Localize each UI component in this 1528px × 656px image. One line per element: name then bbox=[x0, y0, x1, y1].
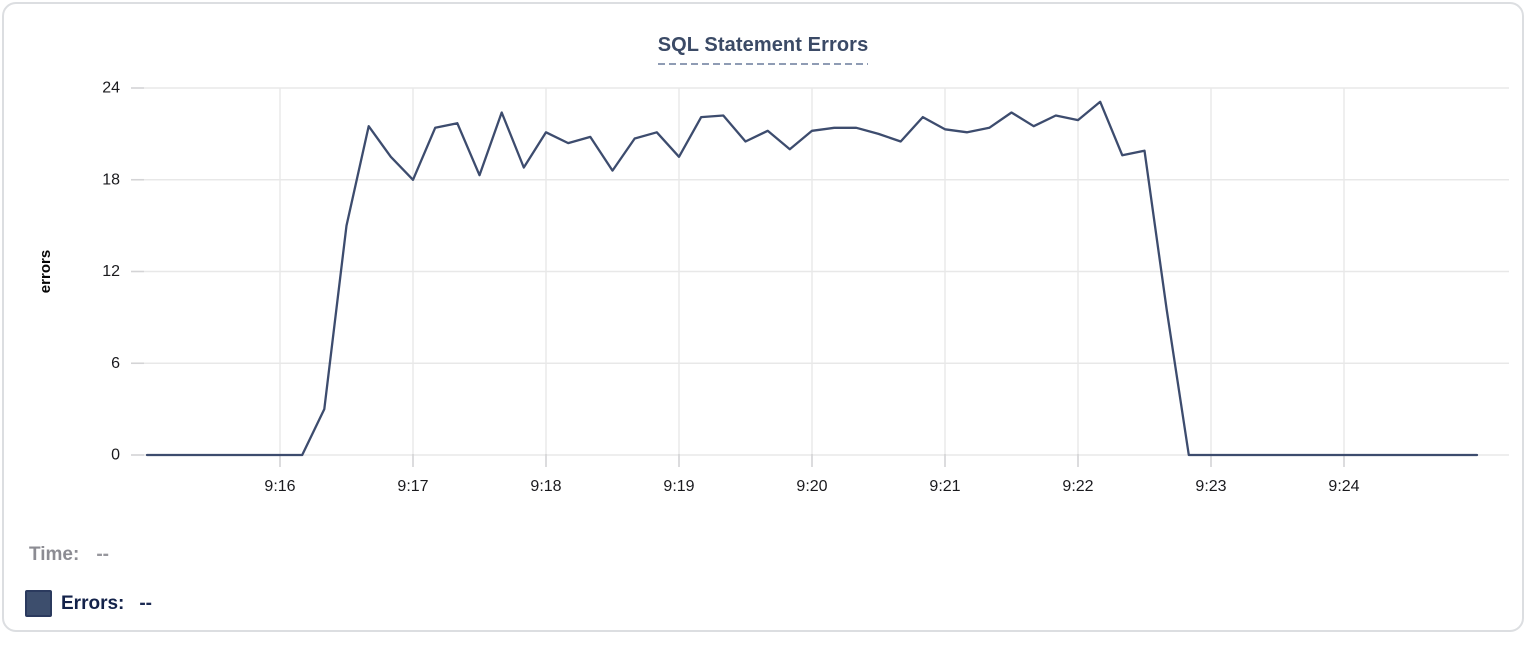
y-tick-label: 24 bbox=[102, 80, 120, 97]
legend-errors-row[interactable]: Errors: -- bbox=[25, 590, 152, 617]
x-tick-label: 9:22 bbox=[1062, 478, 1093, 495]
hover-errors-value: -- bbox=[139, 592, 153, 614]
x-tick-label: 9:23 bbox=[1195, 478, 1226, 495]
chart-header: SQL Statement Errors bbox=[4, 34, 1522, 65]
x-tick-label: 9:19 bbox=[663, 478, 694, 495]
x-tick-label: 9:20 bbox=[796, 478, 827, 495]
chart-card: SQL Statement Errors 0 6 12 18 24 9:16 9:17 9:1… bbox=[2, 2, 1524, 632]
y-tick-label: 6 bbox=[111, 355, 120, 372]
x-tick-label: 9:17 bbox=[397, 478, 428, 495]
x-tick-label: 9:24 bbox=[1328, 478, 1359, 495]
x-tick-label: 9:21 bbox=[929, 478, 960, 495]
y-tick-label: 12 bbox=[102, 263, 120, 280]
y-tick-label: 18 bbox=[102, 171, 120, 188]
y-tick-label: 0 bbox=[111, 447, 120, 464]
hover-time-value: -- bbox=[96, 544, 109, 565]
y-axis-title: errors bbox=[37, 250, 54, 293]
chart-title: SQL Statement Errors bbox=[658, 34, 869, 65]
x-tick-label: 9:18 bbox=[530, 478, 561, 495]
hover-errors-label: Errors: bbox=[61, 592, 125, 614]
series-line-errors bbox=[145, 100, 1479, 457]
sql-errors-line-chart[interactable]: 0 6 12 18 24 9:16 9:17 9:18 9:19 9:20 9:21 9:22 9:23… bbox=[4, 4, 1528, 656]
errors-legend-swatch-icon bbox=[25, 590, 52, 617]
hover-time-label: Time: bbox=[29, 544, 80, 565]
x-tick-label: 9:16 bbox=[264, 478, 295, 495]
hover-time-row: Time: -- bbox=[29, 544, 109, 566]
